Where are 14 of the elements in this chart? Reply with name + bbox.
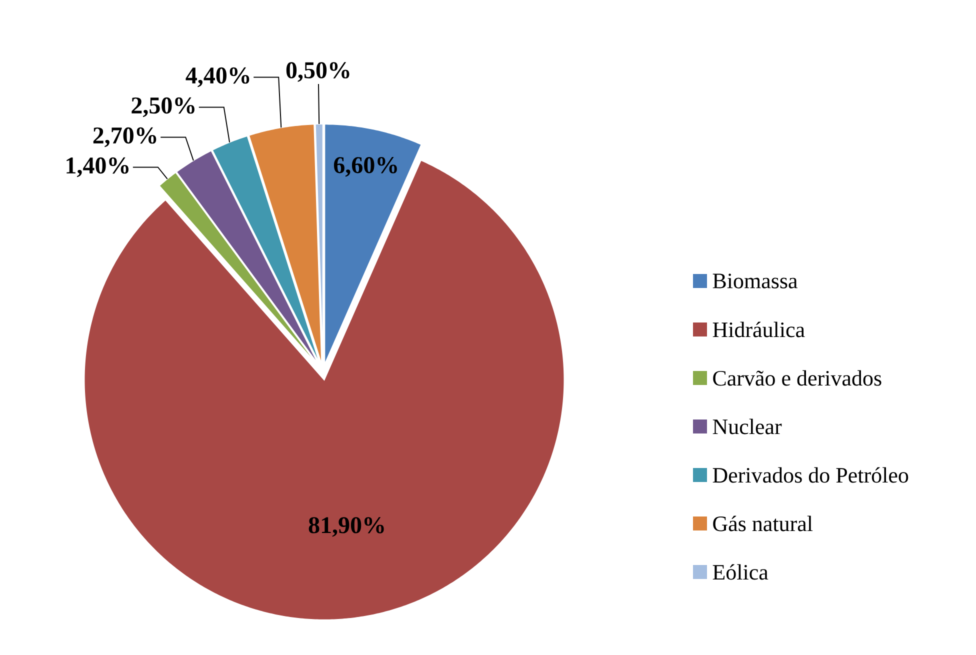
legend-label: Carvão e derivados <box>713 370 882 386</box>
legend-label: Gás natural <box>713 516 813 532</box>
data-label: 2,50% <box>132 97 194 118</box>
data-label: 4,40% <box>186 67 250 88</box>
data-label: 81,90% <box>308 517 384 537</box>
legend-label: Biomassa <box>712 274 798 288</box>
legend-label: Derivados do Petróleo <box>712 467 908 483</box>
data-label: 6,60% <box>334 157 397 177</box>
legend-label: Hidráulica <box>712 322 805 338</box>
data-label: 0,50% <box>286 62 350 82</box>
legend-label: Eólica <box>712 564 768 580</box>
data-label: 2,70% <box>93 127 156 148</box>
data-label: 1,40% <box>66 157 128 178</box>
legend-label: Nuclear <box>712 418 782 434</box>
